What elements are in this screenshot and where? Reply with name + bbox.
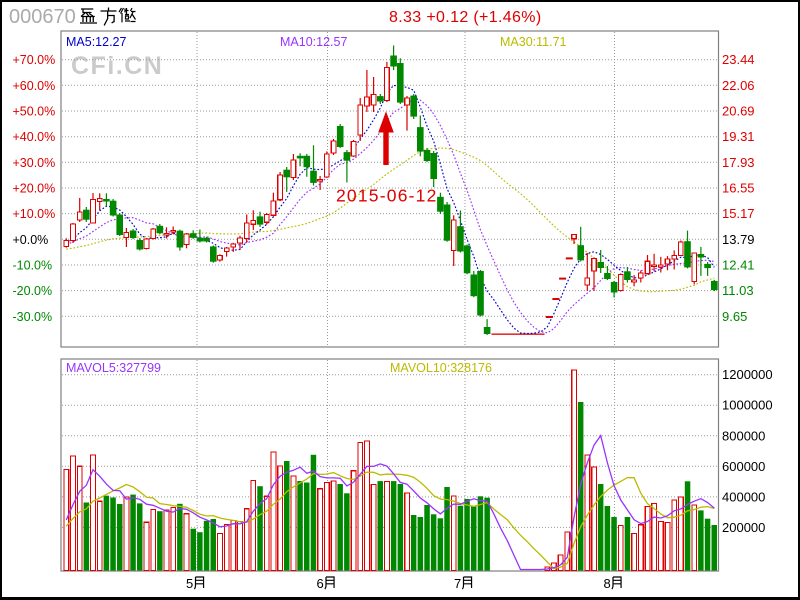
svg-text:23.44: 23.44 [722, 52, 755, 67]
svg-text:MA5:12.27: MA5:12.27 [66, 35, 127, 49]
svg-text:+30.0%: +30.0% [13, 156, 56, 170]
svg-text:8: 8 [604, 576, 611, 591]
svg-text:11.03: 11.03 [722, 283, 754, 298]
svg-text:6: 6 [317, 576, 324, 591]
svg-text:MA30:11.71: MA30:11.71 [500, 35, 567, 49]
svg-text:-20.0%: -20.0% [13, 284, 53, 298]
svg-text:MAVOL10:328176: MAVOL10:328176 [390, 361, 492, 375]
svg-text:-10.0%: -10.0% [13, 259, 53, 273]
svg-text:12.41: 12.41 [722, 258, 755, 273]
svg-text:000670: 000670 [9, 6, 76, 28]
svg-text:13.79: 13.79 [722, 232, 755, 247]
svg-text:+50.0%: +50.0% [13, 105, 56, 119]
svg-text:CFi.CN: CFi.CN [71, 52, 163, 80]
svg-text:17.93: 17.93 [722, 155, 755, 170]
svg-text:800000: 800000 [722, 428, 765, 443]
svg-text:600000: 600000 [722, 459, 765, 474]
svg-text:1200000: 1200000 [722, 367, 773, 382]
svg-text:5: 5 [186, 576, 193, 591]
svg-text:+70.0%: +70.0% [13, 53, 56, 67]
svg-text:+10.0%: +10.0% [13, 207, 56, 221]
svg-text:9.65: 9.65 [722, 309, 747, 324]
svg-text:20.69: 20.69 [722, 104, 755, 119]
svg-text:1000000: 1000000 [722, 398, 773, 413]
svg-text:8.33 +0.12 (+1.46%): 8.33 +0.12 (+1.46%) [389, 9, 542, 26]
svg-text:MAVOL5:327799: MAVOL5:327799 [66, 361, 161, 375]
svg-text:19.31: 19.31 [722, 129, 755, 144]
svg-text:15.17: 15.17 [722, 206, 755, 221]
svg-text:16.55: 16.55 [722, 181, 755, 196]
svg-text:+0.0%: +0.0% [13, 233, 49, 247]
svg-text:22.06: 22.06 [722, 78, 755, 93]
svg-text:200000: 200000 [722, 520, 765, 535]
svg-text:+20.0%: +20.0% [13, 182, 56, 196]
svg-text:+40.0%: +40.0% [13, 130, 56, 144]
svg-text:7: 7 [454, 576, 461, 591]
svg-text:MA10:12.57: MA10:12.57 [280, 35, 347, 49]
svg-text:-30.0%: -30.0% [13, 310, 53, 324]
svg-text:400000: 400000 [722, 489, 765, 504]
svg-text:2015-06-12: 2015-06-12 [336, 186, 438, 206]
svg-text:+60.0%: +60.0% [13, 79, 56, 93]
